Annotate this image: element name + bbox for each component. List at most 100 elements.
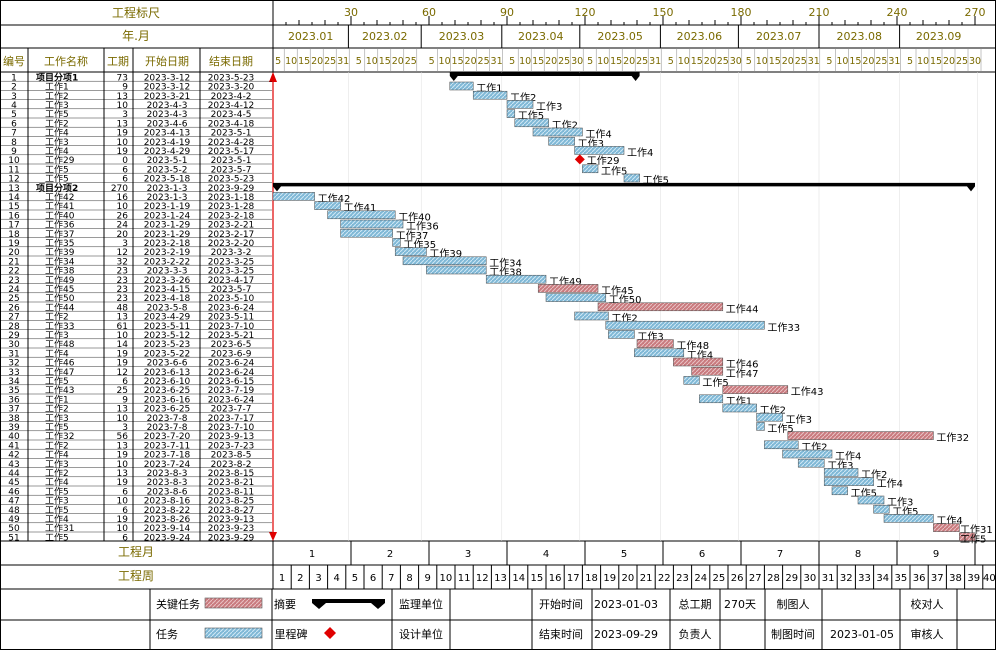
project-week-label: 9 (425, 573, 431, 584)
row-duration: 61 (117, 322, 128, 332)
month-label: 2023.03 (439, 30, 485, 43)
month-label: 2023.05 (597, 30, 643, 43)
draw-time-value: 2023-01-05 (830, 628, 894, 641)
row-end: 2023-7-17 (208, 414, 255, 424)
task-bar (857, 495, 885, 505)
project-week-label: 5 (352, 573, 358, 584)
day-tick-label: 10 (678, 56, 690, 67)
task-bar (472, 90, 508, 100)
row-start: 2023-4-18 (144, 294, 191, 304)
project-week-label: 8 (406, 573, 412, 584)
project-week-label: 2 (297, 573, 303, 584)
bar-label: 工作44 (726, 303, 759, 315)
row-start: 2023-5-22 (144, 349, 191, 359)
row-end: 2023-1-18 (208, 193, 255, 203)
project-week-label: 1 (279, 573, 285, 584)
month-label: 2023.09 (916, 30, 962, 43)
row-id: 20 (8, 248, 20, 258)
row-name: 工作1 (45, 81, 69, 93)
row-start: 2023-7-8 (147, 414, 188, 424)
scale-tick-label: 180 (731, 6, 752, 19)
bar-label: 工作3 (887, 497, 913, 509)
row-name: 工作2 (45, 311, 69, 323)
day-tick-label: 25 (875, 56, 887, 67)
task-bar (831, 486, 848, 496)
row-duration: 19 (117, 359, 129, 369)
row-start: 2023-8-3 (147, 469, 188, 479)
row-id: 1 (11, 73, 17, 83)
project-week-label: 22 (658, 573, 671, 584)
day-tick-label: 31 (491, 56, 503, 67)
scale-tick-label: 120 (575, 6, 596, 19)
row-start: 2023-7-20 (144, 432, 191, 442)
task-bar (636, 339, 674, 348)
project-week-label: 16 (549, 573, 562, 584)
row-start: 2023-3-3 (147, 267, 188, 277)
task-bar (506, 100, 534, 109)
scale-tick-label: 90 (500, 6, 514, 19)
row-id: 14 (8, 193, 20, 203)
row-duration: 6 (122, 175, 128, 185)
row-duration: 10 (117, 331, 129, 341)
task-bar (449, 81, 474, 91)
project-week-label: 21 (640, 573, 653, 584)
row-name: 工作5 (45, 108, 69, 120)
task-bar (623, 173, 640, 183)
row-name: 工作5 (45, 531, 69, 543)
row-id: 8 (11, 138, 17, 148)
row-start: 2023-9-24 (144, 533, 191, 543)
bar-label: 工作3 (536, 101, 562, 113)
row-end: 2023-4-5 (211, 110, 252, 120)
row-id: 46 (8, 487, 20, 497)
row-duration: 19 (117, 147, 129, 157)
day-tick-label: 20 (545, 56, 557, 67)
project-week-label: 7 (388, 573, 394, 584)
task-bar (582, 164, 599, 174)
row-name: 工作45 (45, 283, 74, 295)
row-start: 2023-4-29 (144, 147, 191, 157)
row-duration: 10 (117, 497, 129, 507)
day-tick-label: 5 (746, 56, 752, 67)
row-name: 工作2 (45, 403, 69, 415)
scale-tick-label: 60 (422, 6, 436, 19)
month-label: 2023.02 (362, 30, 408, 43)
row-end: 2023-4-18 (208, 119, 255, 129)
project-week-label: 15 (531, 573, 544, 584)
row-id: 23 (8, 276, 19, 286)
row-start: 2023-8-26 (144, 515, 191, 525)
row-end: 2023-8-5 (211, 451, 252, 461)
row-end: 2023-9-29 (208, 184, 255, 194)
row-id: 2 (11, 83, 17, 93)
row-end: 2023-1-28 (208, 202, 255, 212)
row-duration: 13 (117, 469, 128, 479)
task-bar (394, 247, 427, 256)
row-duration: 10 (117, 414, 129, 424)
task-bar (608, 330, 635, 339)
row-name: 工作46 (45, 357, 75, 369)
row-name: 工作40 (45, 209, 75, 221)
row-id: 31 (8, 349, 19, 359)
row-id: 10 (8, 156, 20, 166)
project-month-label: 1 (309, 549, 315, 560)
row-name: 工作49 (45, 274, 75, 286)
row-id: 48 (8, 506, 20, 516)
row-name: 工作5 (45, 173, 69, 185)
day-tick-label: 20 (465, 56, 477, 67)
day-tick-label: 25 (956, 56, 968, 67)
row-id: 9 (11, 147, 17, 157)
row-duration: 73 (117, 73, 128, 83)
row-id: 7 (11, 129, 17, 139)
task-bar (756, 422, 765, 431)
row-name: 工作4 (45, 127, 69, 139)
row-id: 22 (8, 267, 19, 277)
task-bar (959, 532, 976, 542)
month-label: 2023.01 (288, 30, 334, 43)
day-tick-label: 10 (836, 56, 848, 67)
row-id: 35 (8, 386, 19, 396)
col-header-id: 编号 (3, 54, 25, 68)
task-bar (327, 210, 396, 220)
row-id: 33 (8, 368, 19, 378)
task-bar (691, 366, 724, 376)
row-end: 2023-9-13 (208, 432, 255, 442)
row-duration: 6 (122, 487, 128, 497)
